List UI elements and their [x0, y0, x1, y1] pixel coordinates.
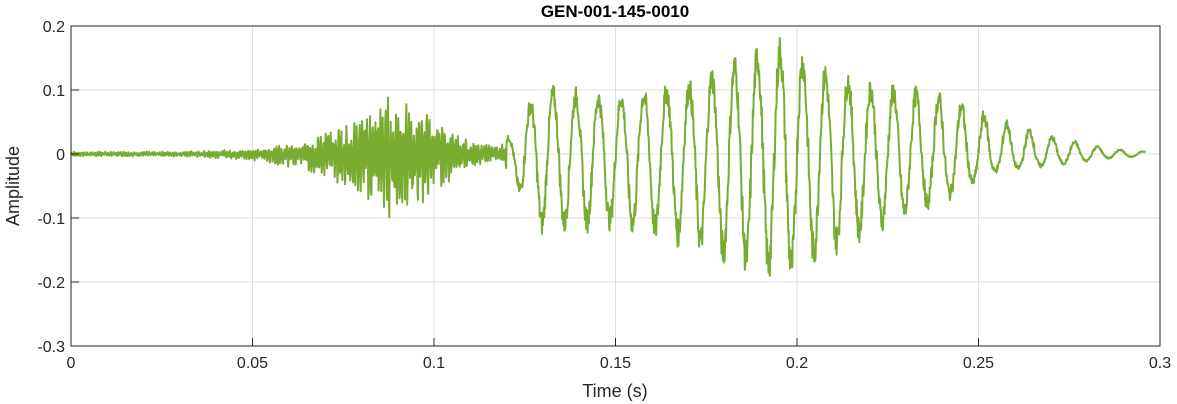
x-tick-label: 0.05: [237, 355, 268, 372]
x-axis: 0 0.05 0.1 0.15 0.2 0.25 0.3: [67, 338, 1171, 372]
x-tick-label: 0.25: [963, 355, 994, 372]
y-tick-label: 0.1: [43, 83, 65, 100]
y-axis: -0.3 -0.2 -0.1 0 0.1 0.2: [37, 19, 79, 356]
plot-area: [70, 36, 1147, 277]
y-tick-label: -0.3: [37, 339, 65, 356]
x-tick-label: 0.3: [1149, 355, 1171, 372]
y-tick-label: -0.1: [37, 211, 65, 228]
y-tick-label: -0.2: [37, 275, 65, 292]
y-axis-label: Amplitude: [3, 146, 23, 226]
x-tick-label: 0.1: [423, 355, 445, 372]
x-tick-label: 0.2: [786, 355, 808, 372]
chart-title: GEN-001-145-0010: [541, 2, 689, 21]
waveform-line: [70, 36, 1147, 277]
x-tick-label: 0.15: [600, 355, 631, 372]
grid: [70, 25, 1161, 347]
x-axis-label: Time (s): [582, 381, 647, 401]
y-tick-label: 0: [56, 147, 65, 164]
y-tick-label: 0.2: [43, 19, 65, 36]
x-tick-label: 0: [67, 355, 76, 372]
